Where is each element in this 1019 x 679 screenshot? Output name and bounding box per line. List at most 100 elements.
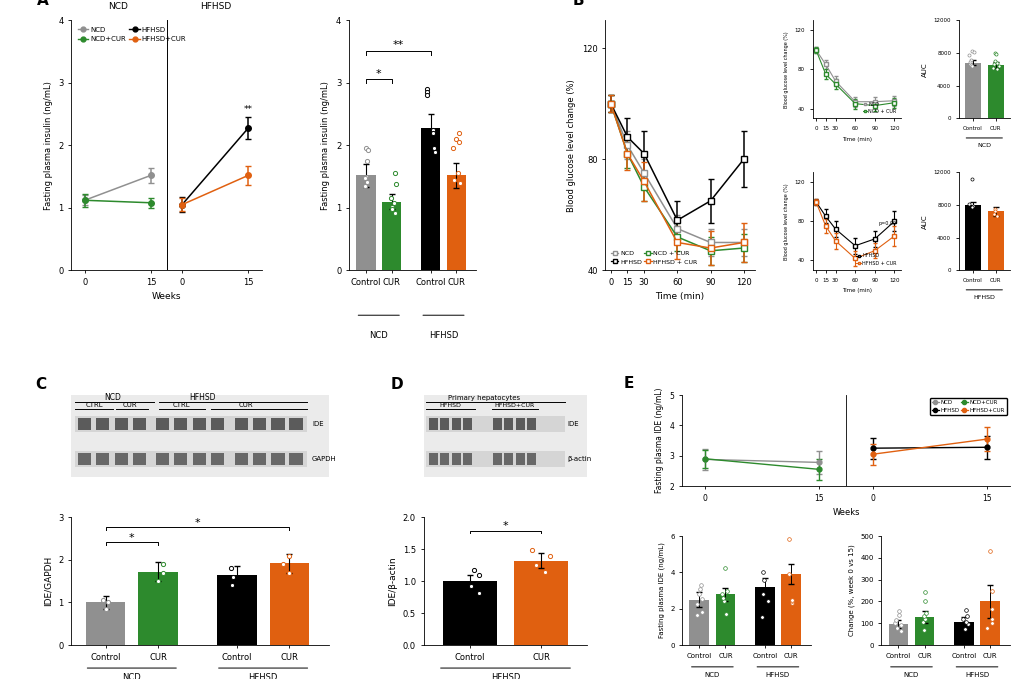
- Point: [451, 177, 468, 188]
- FancyBboxPatch shape: [271, 453, 284, 465]
- FancyBboxPatch shape: [440, 418, 449, 430]
- Point: [713, 589, 730, 600]
- Point: [886, 618, 902, 629]
- Bar: [715, 594, 735, 645]
- Point: [690, 589, 706, 600]
- FancyBboxPatch shape: [156, 418, 169, 430]
- Text: A: A: [37, 0, 49, 8]
- Point: [359, 145, 375, 155]
- Text: HFHSD+CUR: HFHSD+CUR: [494, 403, 534, 408]
- Bar: [914, 617, 933, 645]
- Point: [889, 622, 905, 633]
- X-axis label: Time (min): Time (min): [841, 136, 871, 141]
- FancyBboxPatch shape: [211, 418, 224, 430]
- Point: [962, 54, 978, 65]
- Point: [387, 179, 404, 189]
- Point: [984, 59, 1001, 70]
- Point: [960, 199, 976, 210]
- Bar: [888, 624, 907, 645]
- Point: [384, 204, 400, 215]
- FancyBboxPatch shape: [78, 418, 92, 430]
- Point: [960, 50, 976, 60]
- Point: [382, 193, 398, 204]
- Point: [893, 625, 909, 636]
- Point: [916, 596, 932, 607]
- Point: [536, 566, 552, 577]
- Point: [274, 559, 290, 570]
- Point: [783, 596, 799, 607]
- FancyBboxPatch shape: [211, 453, 224, 465]
- Point: [447, 134, 464, 145]
- Bar: [382, 202, 401, 270]
- Bar: [964, 205, 980, 270]
- Point: [100, 597, 116, 608]
- Point: [718, 585, 735, 596]
- Point: [754, 567, 770, 578]
- FancyBboxPatch shape: [75, 451, 307, 466]
- Text: HFHSD: HFHSD: [439, 403, 462, 408]
- Point: [426, 146, 442, 157]
- Point: [358, 171, 374, 182]
- Point: [280, 567, 297, 578]
- Point: [783, 594, 799, 605]
- Point: [280, 550, 297, 561]
- FancyBboxPatch shape: [193, 418, 206, 430]
- Bar: [514, 561, 568, 645]
- FancyBboxPatch shape: [96, 453, 109, 465]
- FancyBboxPatch shape: [288, 418, 303, 430]
- Point: [987, 48, 1004, 59]
- Point: [155, 567, 171, 578]
- Point: [963, 202, 979, 213]
- Point: [224, 572, 240, 583]
- Text: CTRL: CTRL: [86, 402, 103, 408]
- FancyBboxPatch shape: [492, 418, 501, 430]
- Bar: [689, 600, 708, 645]
- Point: [962, 60, 978, 71]
- Point: [386, 207, 403, 218]
- Text: NCD: NCD: [122, 673, 141, 679]
- Point: [958, 610, 974, 621]
- Bar: [979, 602, 999, 645]
- Text: p=0.09: p=0.09: [877, 221, 896, 226]
- Point: [986, 48, 1003, 58]
- Point: [692, 580, 708, 591]
- Point: [359, 176, 375, 187]
- Legend: NCD, NCD+CUR, HFHSD, HFHSD+CUR: NCD, NCD+CUR, HFHSD, HFHSD+CUR: [74, 24, 190, 45]
- Point: [419, 87, 435, 98]
- Legend: NCD, HFHSD, NCD + CUR, HFHSD + CUR: NCD, HFHSD, NCD + CUR, HFHSD + CUR: [608, 249, 699, 267]
- FancyBboxPatch shape: [426, 451, 565, 466]
- Text: *: *: [195, 518, 200, 528]
- Y-axis label: Change (%, week 0 vs 15): Change (%, week 0 vs 15): [848, 545, 854, 636]
- Point: [978, 622, 995, 633]
- Point: [954, 613, 970, 624]
- Point: [959, 619, 975, 629]
- Point: [914, 617, 930, 627]
- Y-axis label: IDE/β-actin: IDE/β-actin: [388, 556, 397, 606]
- FancyBboxPatch shape: [451, 418, 461, 430]
- Point: [963, 46, 979, 57]
- Point: [984, 208, 1001, 219]
- Point: [753, 612, 769, 623]
- FancyBboxPatch shape: [78, 453, 92, 465]
- Point: [915, 610, 931, 621]
- Y-axis label: AUC: AUC: [921, 62, 927, 77]
- FancyBboxPatch shape: [463, 453, 472, 465]
- Point: [892, 620, 908, 631]
- Point: [963, 173, 979, 184]
- Point: [716, 562, 733, 573]
- Point: [985, 206, 1002, 217]
- Bar: [421, 128, 440, 270]
- FancyBboxPatch shape: [440, 453, 449, 465]
- Y-axis label: Fasting plasma IDE (ng/mL): Fasting plasma IDE (ng/mL): [657, 543, 664, 638]
- Text: B: B: [572, 0, 584, 8]
- Point: [527, 559, 543, 570]
- Point: [916, 586, 932, 597]
- Text: Primary hepatocytes: Primary hepatocytes: [447, 394, 520, 401]
- Y-axis label: IDE/GAPDH: IDE/GAPDH: [44, 556, 53, 606]
- FancyBboxPatch shape: [234, 418, 248, 430]
- X-axis label: Weeks: Weeks: [152, 293, 181, 301]
- Point: [754, 589, 770, 600]
- Point: [964, 200, 980, 211]
- FancyBboxPatch shape: [253, 453, 266, 465]
- Point: [890, 609, 906, 620]
